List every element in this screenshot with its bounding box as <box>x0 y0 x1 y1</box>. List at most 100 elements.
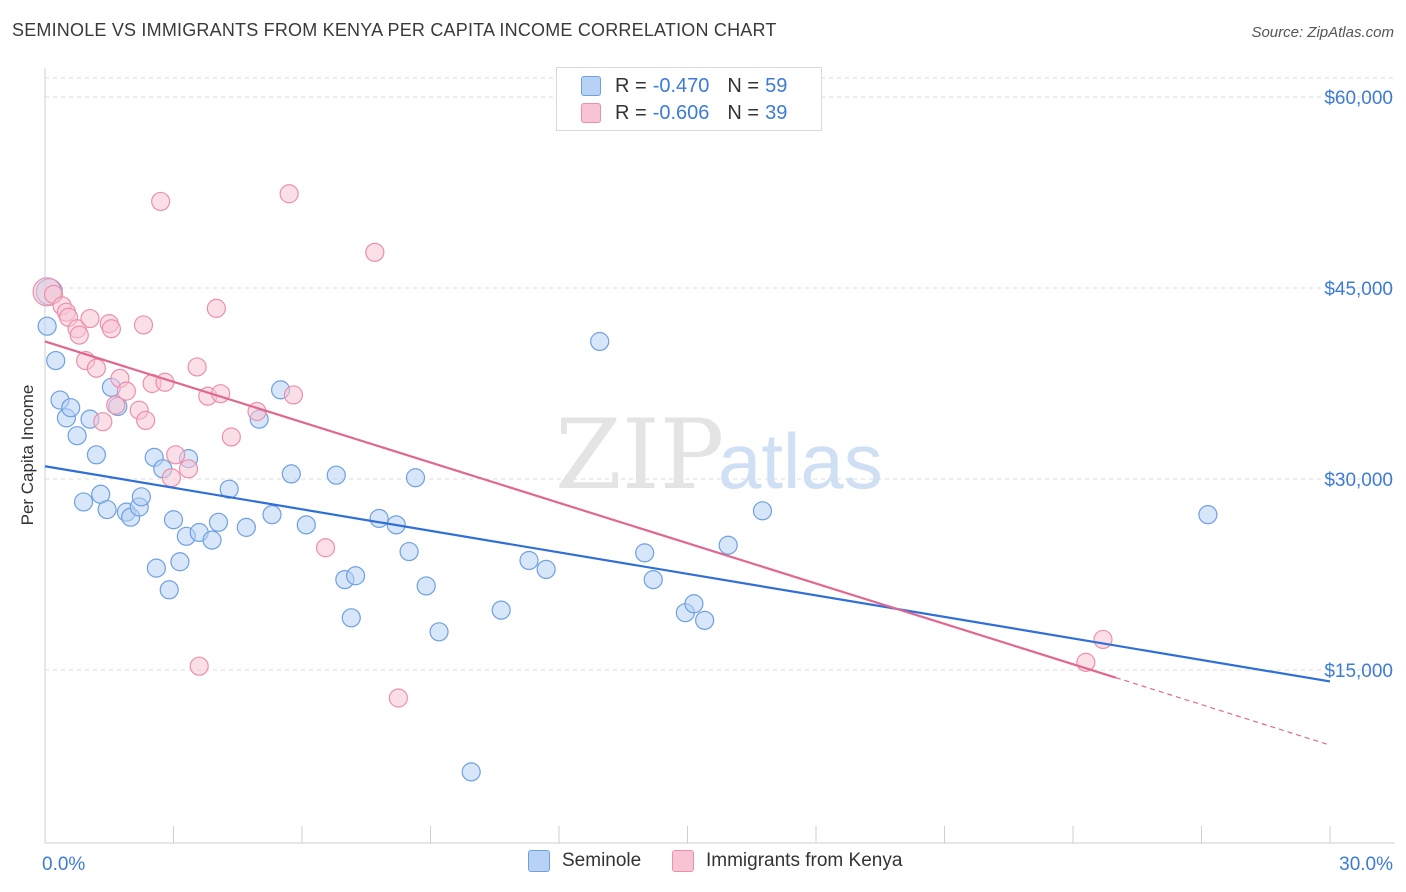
kenya-point <box>365 242 385 262</box>
kenya-trend-line <box>44 340 1117 679</box>
kenya-point <box>388 688 408 708</box>
seminole-point <box>590 331 610 352</box>
watermark-zip: ZIP <box>555 399 724 511</box>
seminole-swatch <box>581 76 601 96</box>
seminole-point <box>635 543 655 563</box>
kenya-points <box>32 184 1113 708</box>
seminole-point <box>37 316 57 336</box>
seminole-point <box>86 445 107 465</box>
n-value: 39 <box>765 101 788 124</box>
n-label: N = <box>727 101 760 124</box>
y-axis-label: Per Capita Income <box>18 384 37 526</box>
seminole-point <box>73 492 94 512</box>
r-label: R = <box>615 101 647 124</box>
seminole-point <box>296 515 316 535</box>
seminole-point <box>326 465 346 485</box>
kenya-point <box>116 381 136 401</box>
kenya-point <box>279 184 299 204</box>
x-tick-label: 0.0% <box>42 854 85 875</box>
kenya-point <box>178 459 199 479</box>
seminole-point <box>61 398 81 418</box>
kenya-point <box>166 445 186 465</box>
kenya-point <box>69 325 89 345</box>
seminole-point <box>163 510 184 530</box>
watermark: ZIP atlas <box>555 399 883 511</box>
seminole-point <box>461 762 481 782</box>
kenya-point <box>93 412 113 432</box>
kenya-point <box>136 410 156 431</box>
seminole-point <box>536 559 556 580</box>
seminole-point <box>369 508 389 529</box>
axes <box>44 68 1396 844</box>
r-label: R = <box>615 74 647 97</box>
seminole-point <box>236 517 256 537</box>
kenya-point <box>106 395 126 415</box>
seminole-point <box>345 566 366 586</box>
legend-label: Seminole <box>562 850 642 871</box>
y-tick-label: $60,000 <box>1324 88 1393 109</box>
y-tick-label: $45,000 <box>1324 279 1393 300</box>
seminole-points <box>35 278 1218 782</box>
seminole-point <box>405 468 426 488</box>
seminole-legend-swatch <box>528 850 550 872</box>
gridlines <box>45 77 1395 671</box>
seminole-point <box>97 499 117 520</box>
kenya-legend-swatch <box>672 850 694 872</box>
source-label: Source: ZipAtlas.com <box>1251 24 1394 41</box>
seminole-point <box>416 576 436 596</box>
legend-row-kenya: R = -0.606 N = 39 <box>581 101 787 125</box>
kenya-point <box>101 319 121 339</box>
series-legend: Seminole Immigrants from Kenya <box>0 850 1406 878</box>
kenya-point <box>86 358 107 378</box>
seminole-point <box>491 600 511 620</box>
seminole-point <box>281 464 301 484</box>
seminole-point <box>519 550 539 571</box>
seminole-point <box>643 569 663 590</box>
seminole-point <box>208 512 229 532</box>
kenya-point <box>189 656 209 676</box>
n-value: 59 <box>765 74 788 97</box>
r-value: -0.606 <box>652 101 710 124</box>
kenya-point <box>1093 629 1113 650</box>
seminole-point <box>170 552 190 572</box>
kenya-point <box>80 308 100 329</box>
kenya-point <box>161 468 181 488</box>
r-value: -0.470 <box>652 74 710 97</box>
y-tick-label: $30,000 <box>1324 470 1393 491</box>
n-label: N = <box>727 74 760 97</box>
seminole-point <box>131 487 151 507</box>
kenya-point <box>133 315 154 335</box>
seminole-point <box>159 580 179 600</box>
legend-row-seminole: R = -0.470 N = 59 <box>581 74 787 98</box>
kenya-point <box>283 385 304 405</box>
kenya-point <box>206 298 226 318</box>
correlation-legend: R = -0.470 N = 59 R = -0.606 N = 39 <box>556 67 822 131</box>
seminole-point <box>399 541 419 562</box>
kenya-point <box>151 191 171 212</box>
seminole-point <box>718 535 738 555</box>
trend-lines <box>44 340 1331 746</box>
seminole-point <box>262 505 282 525</box>
tick-labels: $15,000 $30,000 $45,000 $60,000 0.0% 30.0% <box>42 88 1393 875</box>
kenya-trend-extension <box>1115 677 1331 746</box>
seminole-point <box>429 622 449 642</box>
kenya-point <box>187 357 207 377</box>
seminole-point <box>46 350 66 371</box>
seminole-point <box>695 610 715 630</box>
legend-label: Immigrants from Kenya <box>706 850 903 871</box>
y-tick-label: $15,000 <box>1324 661 1393 682</box>
watermark-atlas: atlas <box>718 417 883 505</box>
kenya-point <box>315 538 336 558</box>
kenya-swatch <box>581 103 601 123</box>
kenya-point <box>221 427 241 447</box>
seminole-point <box>752 501 773 521</box>
seminole-trend-line <box>44 465 1331 683</box>
seminole-point <box>146 558 166 578</box>
legend-item-seminole: Seminole <box>528 850 641 872</box>
seminole-point <box>67 426 87 446</box>
chart-title: SEMINOLE VS IMMIGRANTS FROM KENYA PER CA… <box>12 20 777 40</box>
seminole-point <box>1198 505 1218 525</box>
seminole-point <box>341 608 361 628</box>
x-tick-label: 30.0% <box>1339 854 1393 875</box>
